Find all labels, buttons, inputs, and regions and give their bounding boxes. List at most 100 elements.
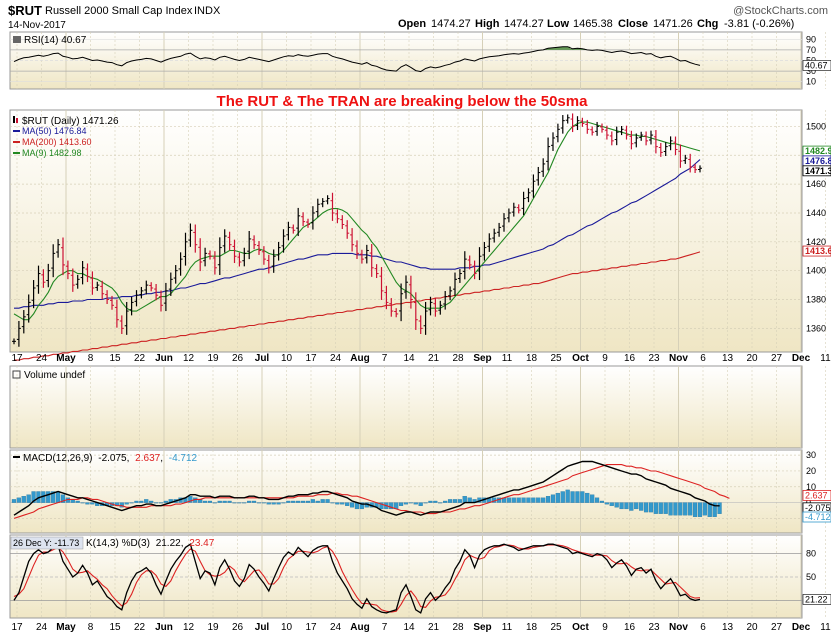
macd-histogram-bar: [266, 502, 271, 505]
price-bar: [149, 282, 154, 292]
price-bar: [306, 218, 310, 228]
date-tick-label: 25: [550, 622, 562, 633]
index-name: Russell 2000 Small Cap Index: [45, 5, 193, 17]
price-bar: [46, 263, 51, 288]
price-bar: [359, 249, 364, 264]
price-bar: [624, 125, 629, 140]
rsi-tick-label: 90: [806, 34, 816, 44]
date-tick-label: May: [56, 622, 76, 633]
price-bar: [61, 237, 65, 276]
price-bar: [31, 280, 36, 309]
date-tick-label: 23: [648, 622, 660, 633]
date-tick-label: Jul: [255, 622, 270, 633]
price-bar: [105, 290, 110, 304]
macd-histogram-bar: [85, 502, 90, 505]
macd-histogram-bar: [707, 502, 712, 517]
price-bar: [653, 130, 658, 154]
macd-histogram-bar: [60, 494, 66, 503]
macd-histogram-bar: [565, 489, 570, 503]
price-bar: [315, 198, 320, 218]
price-bar: [555, 123, 560, 143]
price-bar: [604, 125, 609, 140]
macd-histogram-bar: [428, 500, 433, 503]
price-bar: [443, 291, 448, 310]
macd-histogram-bar: [643, 502, 649, 513]
macd-histogram-bar: [678, 502, 683, 516]
macd-histogram-bar: [330, 502, 335, 504]
ma200-line: [14, 251, 701, 361]
price-bar: [448, 286, 453, 301]
price-bar: [511, 202, 516, 217]
high-label: High: [475, 18, 500, 30]
price-bar: [619, 125, 624, 136]
date-tick-label: 27: [771, 353, 783, 364]
price-bar: [614, 126, 619, 146]
macd-histogram-bar: [648, 502, 654, 513]
date-tick-label: 15: [109, 622, 121, 633]
price-bar: [325, 195, 330, 205]
rsi-tick-label: 30: [806, 66, 816, 76]
open-label: Open: [398, 18, 426, 30]
macd-histogram-bar: [702, 502, 707, 516]
price-bar: [585, 119, 590, 134]
price-bar: [693, 163, 698, 174]
macd-histogram-bar: [129, 502, 134, 504]
price-value-box-text: 1413.6: [805, 246, 831, 256]
price-bar: [271, 249, 276, 273]
price-bar: [413, 292, 418, 330]
price-bar: [95, 281, 100, 291]
stoch-series: [13, 543, 701, 614]
macd-histogram-bar: [379, 502, 384, 510]
date-tick-label: 21: [428, 353, 440, 364]
macd-hist-value: -4.712: [169, 453, 198, 464]
macd-histogram-bar: [144, 499, 149, 503]
macd-signal-value: 2.637: [135, 453, 160, 464]
macd-histogram-bar: [418, 502, 423, 506]
date-tick-label: 8: [88, 353, 94, 364]
macd-histogram-bar: [614, 502, 619, 508]
macd-histogram-bar: [80, 502, 85, 504]
svg-text:MACD(12,26,9) -2.075,: MACD(12,26,9) -2.075, 2.637, -4.712: [23, 453, 198, 464]
macd-histogram-bar: [717, 502, 722, 514]
macd-histogram-bar: [153, 502, 159, 504]
date-tick-label: 17: [305, 353, 317, 364]
price-series: [12, 113, 702, 361]
macd-histogram-bar: [217, 500, 222, 503]
macd-histogram-bar: [570, 491, 575, 503]
macd-histogram-bar: [639, 502, 644, 511]
rsi-tick-label: 70: [806, 45, 816, 55]
price-bar: [663, 142, 668, 156]
price-bar: [232, 239, 237, 264]
macd-histogram-bar: [433, 500, 438, 503]
date-tick-label: 19: [207, 622, 219, 633]
macd-histogram-bar: [51, 491, 56, 503]
price-bar: [580, 117, 585, 127]
price-tick-label: 1460: [806, 179, 826, 189]
price-tick-label: 1360: [806, 323, 826, 333]
price-tick-label: 1440: [806, 208, 826, 218]
price-bar: [188, 223, 193, 247]
stoch-d-line: [13, 544, 701, 613]
date-tick-label: 15: [109, 353, 121, 364]
chg-label: Chg: [697, 18, 718, 30]
date-tick-label: 24: [36, 622, 48, 633]
stoch-k-value: 21.22: [156, 538, 181, 549]
macd-histogram-bar: [305, 500, 311, 503]
price-bar: [51, 244, 56, 278]
price-bar: [222, 229, 227, 253]
macd-value-box: [802, 511, 831, 523]
price-bar: [399, 283, 404, 322]
macd-histogram-bar: [541, 497, 546, 503]
price-label: $RUT (Daily) 1471.26: [22, 116, 119, 127]
price-bar: [203, 247, 208, 267]
price-bar: [281, 229, 286, 253]
macd-histogram-bar: [526, 497, 531, 503]
price-bar: [673, 136, 678, 156]
price-value-box: [802, 165, 831, 177]
macd-value-box-text: 2.637: [805, 490, 828, 500]
price-bar: [453, 272, 457, 296]
price-bar: [600, 123, 604, 133]
price-bar: [658, 143, 663, 157]
macd-tick-label: 10: [806, 482, 816, 492]
macd-histogram-bar: [594, 497, 600, 503]
